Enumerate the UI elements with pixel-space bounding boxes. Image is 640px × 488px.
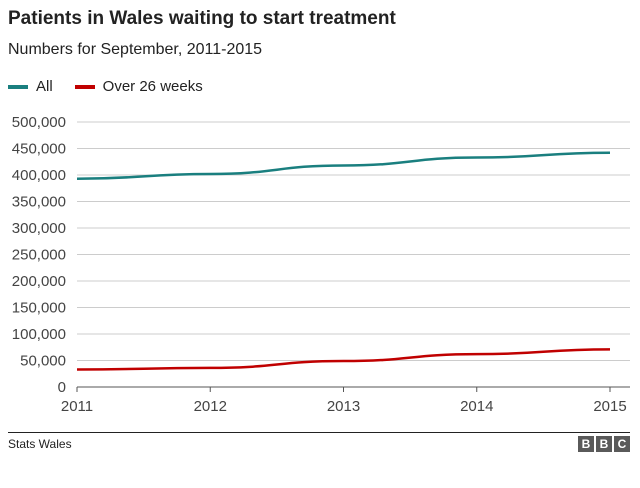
source-label: Stats Wales: [8, 437, 72, 451]
bbc-logo-letter: C: [614, 436, 630, 452]
legend-swatch-over-26-weeks: [74, 84, 95, 89]
x-tick-label: 2011: [61, 398, 93, 415]
y-tick-label: 100,000: [12, 326, 66, 343]
x-tick-label: 2015: [593, 398, 626, 415]
y-tick-label: 300,000: [12, 220, 66, 237]
y-tick-label: 150,000: [12, 300, 66, 317]
y-tick-label: 0: [58, 379, 66, 396]
x-axis-ticks: 2011 2012 2013 2014 2015: [61, 387, 627, 415]
x-tick-label: 2013: [327, 398, 360, 415]
legend-item-all: All: [8, 78, 53, 95]
y-tick-label: 350,000: [12, 194, 66, 211]
series-line-over-26-weeks: [76, 348, 611, 371]
bbc-logo: B B C: [576, 436, 630, 452]
bbc-logo-letter: B: [596, 436, 612, 452]
y-tick-label: 50,000: [20, 353, 66, 370]
line-chart: 0 50,000 100,000 150,000 200,000 250,000 300,0…: [12, 114, 630, 415]
footer-divider: [8, 432, 630, 433]
gridlines: [77, 121, 630, 388]
x-tick-label: 2012: [194, 398, 227, 415]
bbc-logo-letter: B: [578, 436, 594, 452]
y-tick-label: 500,000: [12, 114, 66, 131]
legend: All Over 26 weeks: [8, 78, 225, 95]
y-tick-label: 400,000: [12, 167, 66, 184]
x-tick-label: 2014: [460, 398, 493, 415]
chart-subtitle: Numbers for September, 2011-2015: [8, 41, 263, 58]
legend-label-all: All: [36, 78, 53, 95]
y-tick-label: 250,000: [12, 247, 66, 264]
chart-title: Patients in Wales waiting to start treat…: [8, 8, 396, 29]
y-tick-label: 450,000: [12, 141, 66, 158]
y-tick-label: 200,000: [12, 273, 66, 290]
series-line-all: [76, 151, 611, 180]
y-axis-ticks: 0 50,000 100,000 150,000 200,000 250,000 300,0…: [12, 114, 66, 396]
series-lines: [76, 151, 611, 371]
legend-swatch-all: [8, 84, 28, 89]
legend-label-over-26-weeks: Over 26 weeks: [102, 78, 203, 95]
legend-item-over-26-weeks: Over 26 weeks: [74, 78, 203, 95]
